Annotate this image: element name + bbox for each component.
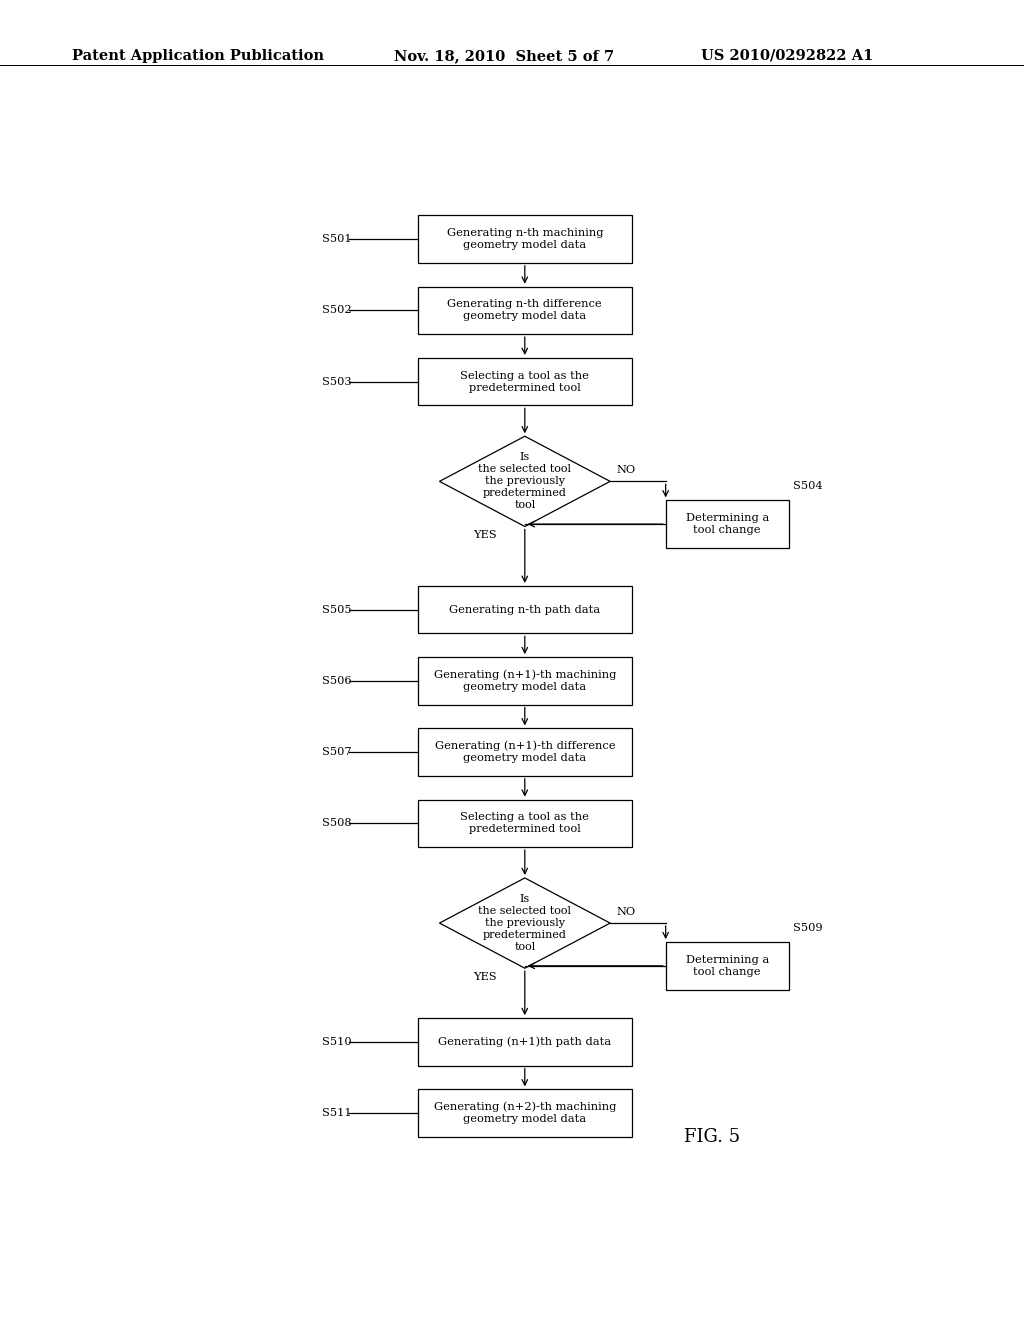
Text: Is
the selected tool
the previously
predetermined
tool: Is the selected tool the previously pred… (478, 453, 571, 511)
Text: S505: S505 (323, 605, 352, 615)
Text: Generating n-th machining
geometry model data: Generating n-th machining geometry model… (446, 228, 603, 251)
FancyBboxPatch shape (418, 586, 632, 634)
FancyBboxPatch shape (418, 729, 632, 776)
Text: Is
the selected tool
the previously
predetermined
tool: Is the selected tool the previously pred… (478, 894, 571, 952)
Text: Patent Application Publication: Patent Application Publication (72, 49, 324, 63)
Text: Determining a
tool change: Determining a tool change (685, 513, 769, 535)
Text: YES: YES (473, 529, 497, 540)
Text: NO: NO (616, 465, 636, 475)
Text: Selecting a tool as the
predetermined tool: Selecting a tool as the predetermined to… (461, 371, 589, 392)
FancyBboxPatch shape (418, 358, 632, 405)
FancyBboxPatch shape (418, 215, 632, 263)
FancyBboxPatch shape (418, 800, 632, 847)
Text: Generating (n+2)-th machining
geometry model data: Generating (n+2)-th machining geometry m… (433, 1102, 616, 1125)
FancyBboxPatch shape (418, 657, 632, 705)
Text: Generating (n+1)th path data: Generating (n+1)th path data (438, 1036, 611, 1047)
Text: FIG. 5: FIG. 5 (684, 1127, 739, 1146)
Text: Selecting a tool as the
predetermined tool: Selecting a tool as the predetermined to… (461, 812, 589, 834)
Text: S502: S502 (323, 305, 352, 315)
Text: Nov. 18, 2010  Sheet 5 of 7: Nov. 18, 2010 Sheet 5 of 7 (394, 49, 614, 63)
Text: S503: S503 (323, 376, 352, 387)
Text: NO: NO (616, 907, 636, 916)
FancyBboxPatch shape (418, 1089, 632, 1137)
Text: S507: S507 (323, 747, 352, 758)
Text: Generating n-th path data: Generating n-th path data (450, 605, 600, 615)
Text: S508: S508 (323, 818, 352, 829)
Polygon shape (439, 436, 610, 527)
Text: Generating (n+1)-th difference
geometry model data: Generating (n+1)-th difference geometry … (434, 741, 615, 763)
FancyBboxPatch shape (418, 1018, 632, 1065)
FancyBboxPatch shape (666, 942, 788, 990)
Polygon shape (439, 878, 610, 968)
FancyBboxPatch shape (418, 286, 632, 334)
Text: Generating (n+1)-th machining
geometry model data: Generating (n+1)-th machining geometry m… (433, 669, 616, 692)
Text: S501: S501 (323, 234, 352, 244)
Text: YES: YES (473, 972, 497, 982)
Text: US 2010/0292822 A1: US 2010/0292822 A1 (701, 49, 873, 63)
Text: S506: S506 (323, 676, 352, 686)
Text: S504: S504 (793, 480, 822, 491)
FancyBboxPatch shape (666, 500, 788, 548)
Text: S509: S509 (793, 923, 822, 933)
Text: S511: S511 (323, 1107, 352, 1118)
Text: Generating n-th difference
geometry model data: Generating n-th difference geometry mode… (447, 300, 602, 321)
Text: S510: S510 (323, 1036, 352, 1047)
Text: Determining a
tool change: Determining a tool change (685, 954, 769, 977)
